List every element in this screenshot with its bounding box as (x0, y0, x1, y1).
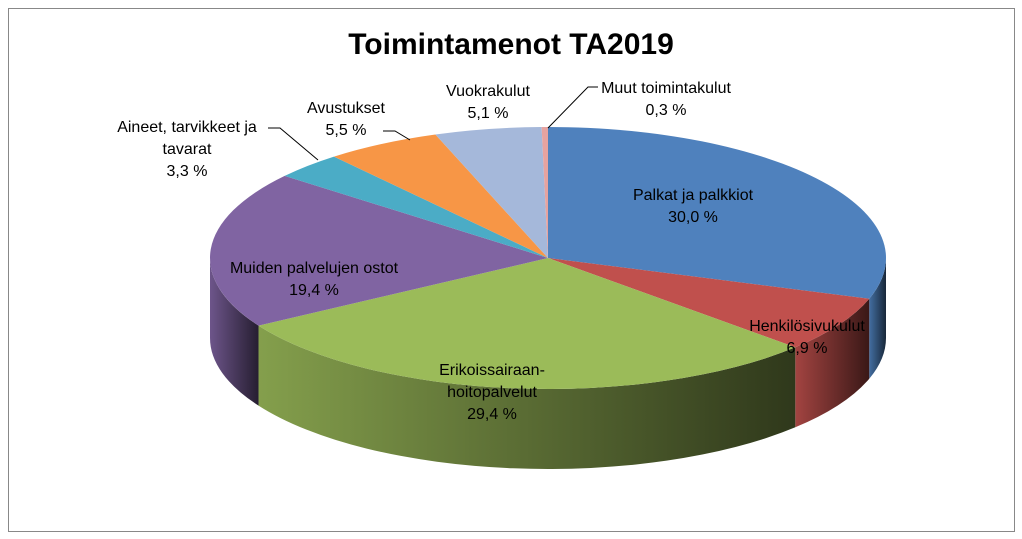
pie-slice-side (258, 325, 796, 469)
slice-label: Aineet, tarvikkeet ja tavarat 3,3 % (92, 117, 282, 183)
value-label: 0,3 % (645, 102, 687, 119)
pie-slice-side (869, 258, 887, 379)
value-label: 19,4 % (289, 282, 339, 299)
category-label: Henkilösivukulut (749, 318, 865, 335)
leader-line (268, 127, 319, 161)
category-label: Palkat ja palkkiot (632, 187, 754, 204)
category-label: Vuokrakulut (446, 83, 530, 100)
pie-slice (548, 258, 870, 348)
value-label: 6,9 % (786, 340, 828, 357)
leader-lines (268, 86, 598, 161)
category-label: Muut toimintakulut (601, 80, 731, 97)
pie-slice (258, 258, 796, 390)
slice-label: Avustukset 5,5 % (286, 98, 406, 142)
pie-slice (334, 134, 548, 258)
slice-label: Erikoissairaan-hoitopalvelut 29,4 % (432, 360, 552, 426)
value-label: 5,1 % (467, 105, 509, 122)
value-label: 29,4 % (467, 406, 517, 423)
pie-slice (541, 127, 548, 258)
category-label: Erikoissairaan-hoitopalvelut (439, 362, 545, 401)
value-label: 3,3 % (166, 163, 208, 180)
slice-label: Henkilösivukulut 6,9 % (707, 316, 907, 360)
category-label: Avustukset (307, 100, 385, 117)
leader-line (547, 86, 598, 129)
slice-label: Muut toimintakulut 0,3 % (566, 78, 766, 122)
pie-slice (210, 175, 548, 326)
pie-slice (284, 156, 548, 258)
pie-tops (210, 127, 887, 390)
pie-sides (210, 258, 887, 469)
value-label: 5,5 % (325, 122, 367, 139)
pie-slice (548, 127, 887, 299)
category-label: Aineet, tarvikkeet ja tavarat (117, 119, 257, 158)
value-label: 30,0 % (668, 209, 718, 226)
slice-label: Muiden palvelujen ostot 19,4 % (229, 258, 399, 302)
slice-label: Vuokrakulut 5,1 % (428, 81, 548, 125)
slice-label: Palkat ja palkkiot 30,0 % (593, 185, 793, 229)
leader-line (383, 130, 411, 141)
pie-slice-side (210, 258, 259, 406)
pie-slice (435, 127, 548, 258)
category-label: Muiden palvelujen ostot (229, 260, 399, 277)
chart-title: Toimintamenot TA2019 (348, 28, 674, 61)
pie-slice-side (795, 298, 870, 428)
